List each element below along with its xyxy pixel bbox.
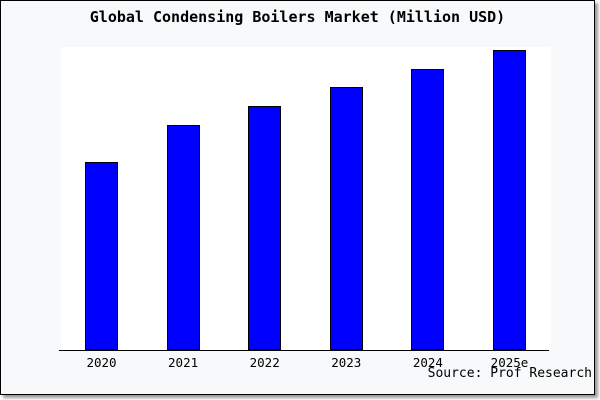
source-credit: Source: Prof Research <box>427 366 592 381</box>
x-tick-label-2024: 2024 <box>412 355 443 370</box>
x-tick-label-2023: 2023 <box>331 355 362 370</box>
bar-2020 <box>85 162 118 350</box>
x-tick-label-2021: 2021 <box>168 355 199 370</box>
bar-2024 <box>411 69 445 350</box>
x-axis-line <box>59 350 549 351</box>
chart-frame: Global Condensing Boilers Market (Millio… <box>0 0 595 395</box>
chart-title: Global Condensing Boilers Market (Millio… <box>89 8 506 26</box>
bar-2025e <box>493 50 526 350</box>
plot-area <box>61 47 551 350</box>
bar-2023 <box>329 87 363 350</box>
x-tick-label-2025e: 2025e <box>490 355 529 370</box>
x-tick-label-2020: 2020 <box>86 355 117 370</box>
x-tick-label-2022: 2022 <box>249 355 280 370</box>
bar-2021 <box>166 125 200 350</box>
bar-2022 <box>248 106 282 350</box>
